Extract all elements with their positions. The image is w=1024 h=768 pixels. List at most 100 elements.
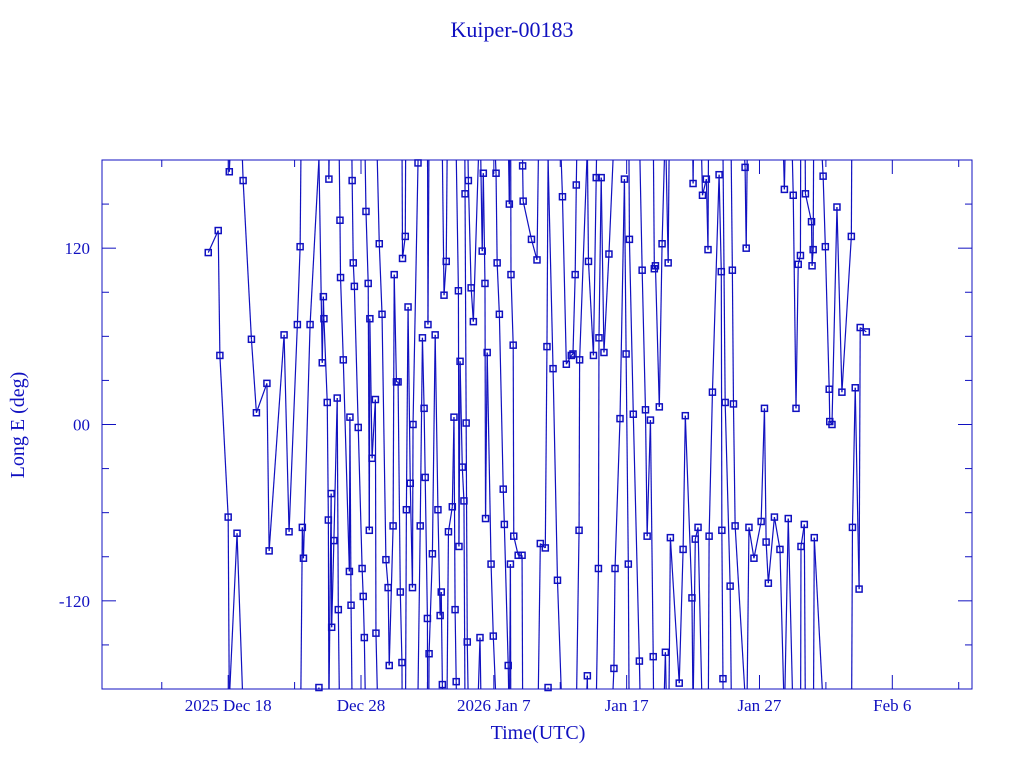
series-segment [522,165,524,202]
data-point [509,341,517,349]
data-point [358,564,366,573]
data-point [847,232,856,241]
series-segment [664,652,667,690]
data-point [571,270,579,279]
data-point [334,605,343,614]
series-segment [492,636,497,690]
series-segment [423,408,426,478]
data-point [605,250,613,258]
data-point [420,404,428,413]
series-segment [407,306,411,484]
series-segment [707,536,710,690]
data-point [675,679,683,687]
series-segment [365,211,369,284]
data-point [438,680,447,689]
series-segment [459,361,463,468]
data-point [728,266,737,274]
series-segment [661,159,665,244]
data-point [649,652,657,661]
series-segment [858,327,861,590]
data-point [224,513,232,521]
data-point [336,273,345,282]
data-point [372,629,380,637]
data-point [225,168,234,176]
data-point [463,638,472,646]
data-point [616,414,624,423]
series-segment [445,159,448,262]
data-point [718,526,726,535]
series-segment [318,159,323,363]
data-point [390,270,398,279]
data-point [643,532,651,540]
series-segment [721,530,724,679]
data-point [434,505,442,514]
data-point [396,588,405,596]
series-segment [537,543,541,690]
x-tick-label: 2025 Dec 18 [185,696,272,715]
data-point [252,408,261,417]
series-segment [424,477,429,619]
data-point [689,179,697,188]
series-segment [288,324,298,532]
series-segment [350,605,353,690]
series-segment [388,525,394,666]
data-point [527,235,536,244]
series-segment [667,159,670,263]
data-point [595,334,603,342]
series-segment [701,159,704,196]
series-segment [369,318,373,459]
series-segment [646,420,652,537]
series-segment [763,408,767,543]
series-segment [458,361,461,547]
data-point [478,247,486,255]
series-segment [654,265,660,407]
chart-title: Kuiper-00183 [451,17,574,42]
data-point [825,385,833,393]
series-segment [600,177,605,353]
data-point [451,605,459,614]
data-point [821,242,830,251]
data-point [742,244,750,252]
data-point [651,262,660,270]
data-point [514,551,522,560]
series-segment [337,609,340,690]
series-segment [417,525,421,690]
data-point [541,544,550,552]
data-point [567,351,576,360]
series-segment [595,568,600,690]
data-point [214,226,222,235]
data-point [719,674,727,683]
data-point [757,517,765,526]
data-point [239,176,247,185]
data-point [444,528,453,536]
y-tick-label: 120 [65,239,91,258]
series-segment [608,159,614,255]
data-point [464,176,473,185]
axis-ticks [102,160,972,689]
series-segment [227,517,230,690]
data-point [428,550,437,558]
series-segment [836,207,843,393]
series-segment [441,159,445,296]
series-segment [822,176,826,247]
series-segment [486,352,492,565]
data-point [315,683,323,692]
series-segment [587,261,595,356]
data-point [404,303,412,311]
data-point [731,522,739,530]
series-segment [434,334,439,510]
series-segment [255,383,268,413]
data-point [327,623,336,632]
data-point [584,257,593,266]
data-point [569,350,577,358]
series-segment [628,239,634,415]
data-point [492,169,500,177]
series-segment [613,568,616,669]
x-tick-label: Jan 17 [605,696,649,715]
series-segment [724,402,731,587]
series-segment [783,159,786,190]
data-point [705,532,713,540]
data-point [796,251,805,260]
series-segment [579,159,588,360]
data-point [325,175,333,183]
